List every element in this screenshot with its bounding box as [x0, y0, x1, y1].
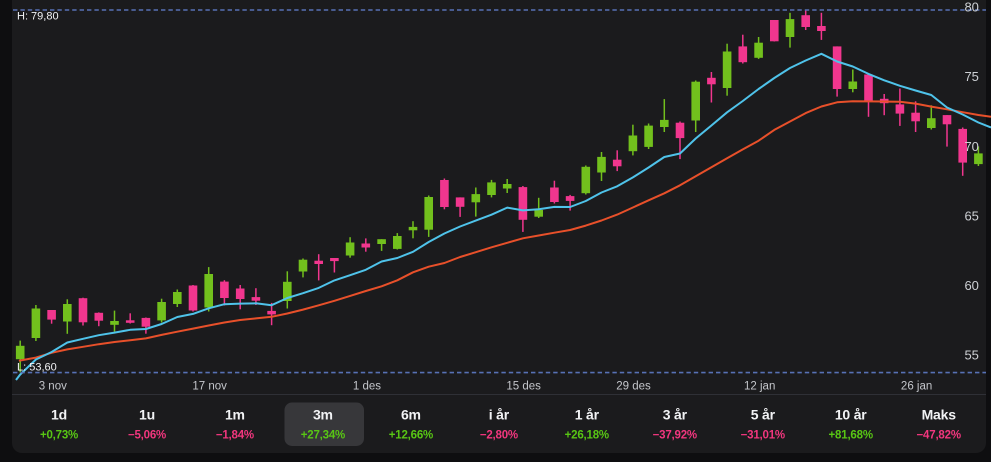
- svg-text:H: 79,80: H: 79,80: [17, 11, 59, 23]
- svg-text:29 des: 29 des: [616, 381, 651, 393]
- svg-text:+0,73%: +0,73%: [40, 430, 78, 442]
- svg-text:Maks: Maks: [922, 407, 957, 423]
- svg-text:−1,84%: −1,84%: [216, 430, 254, 442]
- svg-text:−2,80%: −2,80%: [480, 430, 518, 442]
- svg-text:70: 70: [964, 139, 978, 154]
- svg-text:55: 55: [964, 348, 978, 363]
- svg-text:3 år: 3 år: [663, 407, 688, 423]
- svg-text:3m: 3m: [313, 407, 333, 423]
- svg-text:L: 53,60: L: 53,60: [17, 362, 57, 374]
- svg-text:−47,82%: −47,82%: [917, 430, 961, 442]
- svg-text:10 år: 10 år: [835, 407, 867, 423]
- svg-text:1 år: 1 år: [575, 407, 600, 423]
- svg-text:3 nov: 3 nov: [39, 381, 67, 393]
- svg-text:−31,01%: −31,01%: [741, 430, 785, 442]
- svg-text:75: 75: [964, 69, 978, 84]
- svg-text:+81,68%: +81,68%: [829, 430, 873, 442]
- svg-text:1u: 1u: [139, 407, 155, 423]
- svg-text:+27,34%: +27,34%: [301, 430, 345, 442]
- svg-text:+26,18%: +26,18%: [565, 430, 609, 442]
- svg-text:i år: i år: [489, 407, 510, 423]
- svg-text:26 jan: 26 jan: [901, 381, 932, 393]
- svg-text:60: 60: [964, 278, 978, 293]
- svg-text:+12,66%: +12,66%: [389, 430, 433, 442]
- svg-text:1d: 1d: [51, 407, 67, 423]
- svg-text:−5,06%: −5,06%: [128, 430, 166, 442]
- svg-text:17 nov: 17 nov: [192, 381, 227, 393]
- svg-text:80: 80: [964, 0, 978, 15]
- svg-text:5 år: 5 år: [751, 407, 776, 423]
- svg-text:6m: 6m: [401, 407, 421, 423]
- svg-text:65: 65: [964, 208, 978, 223]
- svg-text:1m: 1m: [225, 407, 245, 423]
- svg-text:−37,92%: −37,92%: [653, 430, 697, 442]
- svg-text:15 des: 15 des: [506, 381, 541, 393]
- svg-text:1 des: 1 des: [353, 381, 381, 393]
- svg-text:12 jan: 12 jan: [744, 381, 775, 393]
